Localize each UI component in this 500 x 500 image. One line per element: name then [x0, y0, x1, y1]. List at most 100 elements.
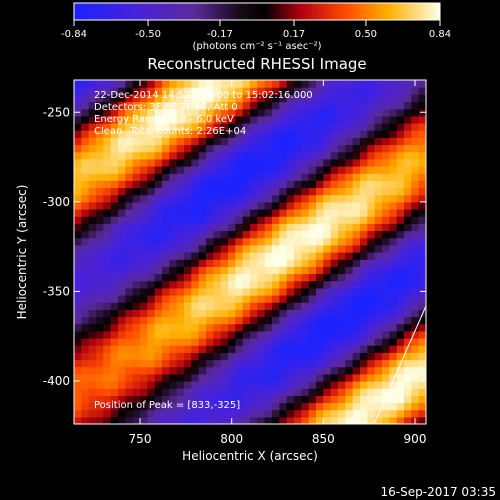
heatmap-cell	[294, 201, 302, 210]
heatmap-cell	[418, 409, 426, 418]
heatmap-cell	[96, 252, 104, 260]
heatmap-cell	[257, 201, 266, 210]
heatmap-cell	[96, 280, 104, 289]
heatmap-cell	[147, 180, 156, 189]
heatmap-cell	[213, 115, 222, 124]
heatmap-cell	[396, 244, 405, 253]
heatmap-cell	[96, 316, 104, 325]
heatmap-cell	[184, 359, 192, 368]
heatmap-cell	[81, 223, 90, 232]
heatmap-cell	[294, 316, 302, 325]
heatmap-cell	[323, 295, 332, 303]
heatmap-cell	[125, 395, 134, 404]
heatmap-cell	[294, 115, 302, 124]
heatmap-cell	[316, 316, 324, 325]
heatmap-cell	[323, 381, 332, 389]
heatmap-cell	[308, 352, 317, 361]
heatmap-cell	[250, 416, 258, 424]
heatmap-cell	[411, 123, 420, 131]
heatmap-cell	[74, 216, 82, 224]
heatmap-cell	[286, 338, 295, 346]
heatmap-cell	[184, 323, 192, 332]
heatmap-cell	[235, 316, 244, 325]
heatmap-cell	[308, 166, 317, 174]
heatmap-cell	[169, 309, 178, 318]
heatmap-cell	[88, 316, 97, 325]
heatmap-cell	[110, 259, 119, 267]
heatmap-cell	[184, 94, 192, 103]
heatmap-cell	[367, 402, 376, 411]
heatmap-cell	[162, 187, 170, 196]
heatmap-cell	[235, 359, 244, 368]
heatmap-cell	[74, 302, 82, 310]
heatmap-cell	[132, 345, 141, 353]
y-tick-label: -250	[43, 105, 70, 119]
heatmap-cell	[264, 295, 273, 303]
heatmap-cell	[382, 237, 390, 246]
heatmap-cell	[147, 101, 156, 110]
heatmap-cell	[140, 230, 148, 239]
heatmap-cell	[235, 338, 244, 346]
heatmap-cell	[96, 158, 104, 167]
heatmap-cell	[382, 173, 390, 181]
heatmap-cell	[301, 201, 310, 210]
heatmap-cell	[352, 359, 361, 368]
heatmap-cell	[323, 402, 332, 411]
heatmap-cell	[198, 302, 207, 310]
heatmap-cell	[220, 151, 229, 160]
heatmap-cell	[411, 244, 420, 253]
heatmap-cell	[382, 144, 390, 153]
heatmap-cell	[316, 266, 324, 275]
heatmap-cell	[404, 402, 412, 411]
heatmap-cell	[360, 345, 368, 353]
heatmap-cell	[162, 381, 170, 389]
heatmap-cell	[404, 359, 412, 368]
heatmap-cell	[88, 359, 97, 368]
heatmap-cell	[206, 137, 214, 146]
heatmap-cell	[374, 252, 383, 260]
heatmap-cell	[418, 280, 426, 289]
heatmap-cell	[294, 130, 302, 138]
heatmap-cell	[184, 130, 192, 138]
heatmap-cell	[118, 101, 126, 110]
heatmap-cell	[338, 244, 346, 253]
heatmap-cell	[257, 194, 266, 203]
heatmap-cell	[411, 280, 420, 289]
heatmap-cell	[279, 244, 288, 253]
heatmap-cell	[250, 173, 258, 181]
heatmap-cell	[367, 359, 376, 368]
heatmap-cell	[125, 259, 134, 267]
heatmap-cell	[191, 130, 200, 138]
heatmap-cell	[184, 409, 192, 418]
heatmap-cell	[367, 237, 376, 246]
heatmap-cell	[103, 216, 112, 224]
heatmap-cell	[374, 287, 383, 296]
heatmap-cell	[88, 273, 97, 282]
heatmap-cell	[184, 237, 192, 246]
heatmap-cell	[169, 209, 178, 217]
heatmap-cell	[191, 137, 200, 146]
heatmap-cell	[147, 287, 156, 296]
heatmap-cell	[228, 338, 236, 346]
heatmap-cell	[169, 201, 178, 210]
heatmap-cell	[74, 402, 82, 411]
heatmap-cell	[316, 187, 324, 196]
heatmap-cell	[264, 223, 273, 232]
heatmap-cell	[242, 158, 251, 167]
heatmap-cell	[264, 273, 273, 282]
heatmap-cell	[272, 395, 280, 404]
heatmap-cell	[103, 230, 112, 239]
heatmap-cell	[418, 402, 426, 411]
heatmap-cell	[140, 309, 148, 318]
heatmap-cell	[374, 302, 383, 310]
heatmap-cell	[81, 323, 90, 332]
colorbar-tick-label: 0.84	[429, 29, 451, 40]
heatmap-cell	[154, 295, 163, 303]
heatmap-cell	[228, 252, 236, 260]
heatmap-cell	[250, 151, 258, 160]
heatmap-cell	[418, 388, 426, 396]
heatmap-cell	[96, 402, 104, 411]
heatmap-cell	[264, 230, 273, 239]
heatmap-cell	[316, 381, 324, 389]
heatmap-cell	[220, 373, 229, 382]
